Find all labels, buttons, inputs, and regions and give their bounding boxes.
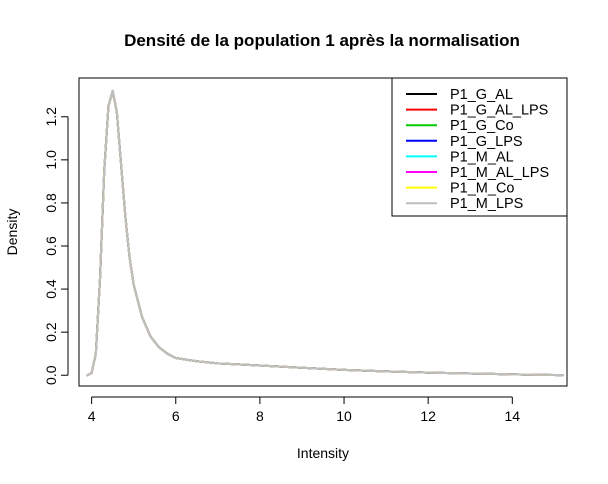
legend-label: P1_G_AL (450, 87, 513, 103)
legend-label: P1_G_AL_LPS (450, 103, 548, 119)
series-lines (86, 89, 564, 377)
legend-label: P1_G_Co (450, 118, 514, 134)
x-tick-label: 8 (256, 408, 264, 424)
legend-label: P1_M_AL_LPS (450, 165, 549, 181)
x-tick-label: 10 (336, 408, 352, 424)
y-tick-label: 1.0 (43, 150, 59, 170)
legend-label: P1_G_LPS (450, 134, 523, 150)
axes: 4 6 8 10 12 14 0.0 0.2 0.4 0.6 0.8 1.0 1.2 (43, 107, 520, 424)
x-tick-label: 6 (172, 408, 180, 424)
x-axis-label: Intensity (297, 445, 349, 461)
legend-box (391, 77, 568, 217)
chart-title: Densité de la population 1 après la norm… (124, 31, 520, 50)
legend-label: P1_M_LPS (450, 196, 523, 212)
x-tick-label: 12 (420, 408, 436, 424)
y-tick-label: 0.0 (43, 365, 59, 385)
y-tick-label: 0.6 (43, 236, 59, 256)
x-tick-label: 4 (88, 408, 96, 424)
y-tick-label: 0.8 (43, 193, 59, 213)
plot-frame (78, 77, 568, 387)
y-axis-label: Density (4, 209, 20, 256)
legend-label: P1_M_AL (450, 149, 514, 165)
series-line-p1-m-lps (86, 89, 564, 377)
y-tick-label: 0.4 (43, 279, 59, 299)
y-tick-label: 1.2 (43, 107, 59, 127)
legend-label: P1_M_Co (450, 181, 514, 197)
plot-border (78, 77, 568, 387)
legend: P1_G_ALP1_G_AL_LPSP1_G_CoP1_G_LPSP1_M_AL… (391, 77, 568, 217)
y-tick-label: 0.2 (43, 322, 59, 342)
x-tick-label: 14 (505, 408, 521, 424)
